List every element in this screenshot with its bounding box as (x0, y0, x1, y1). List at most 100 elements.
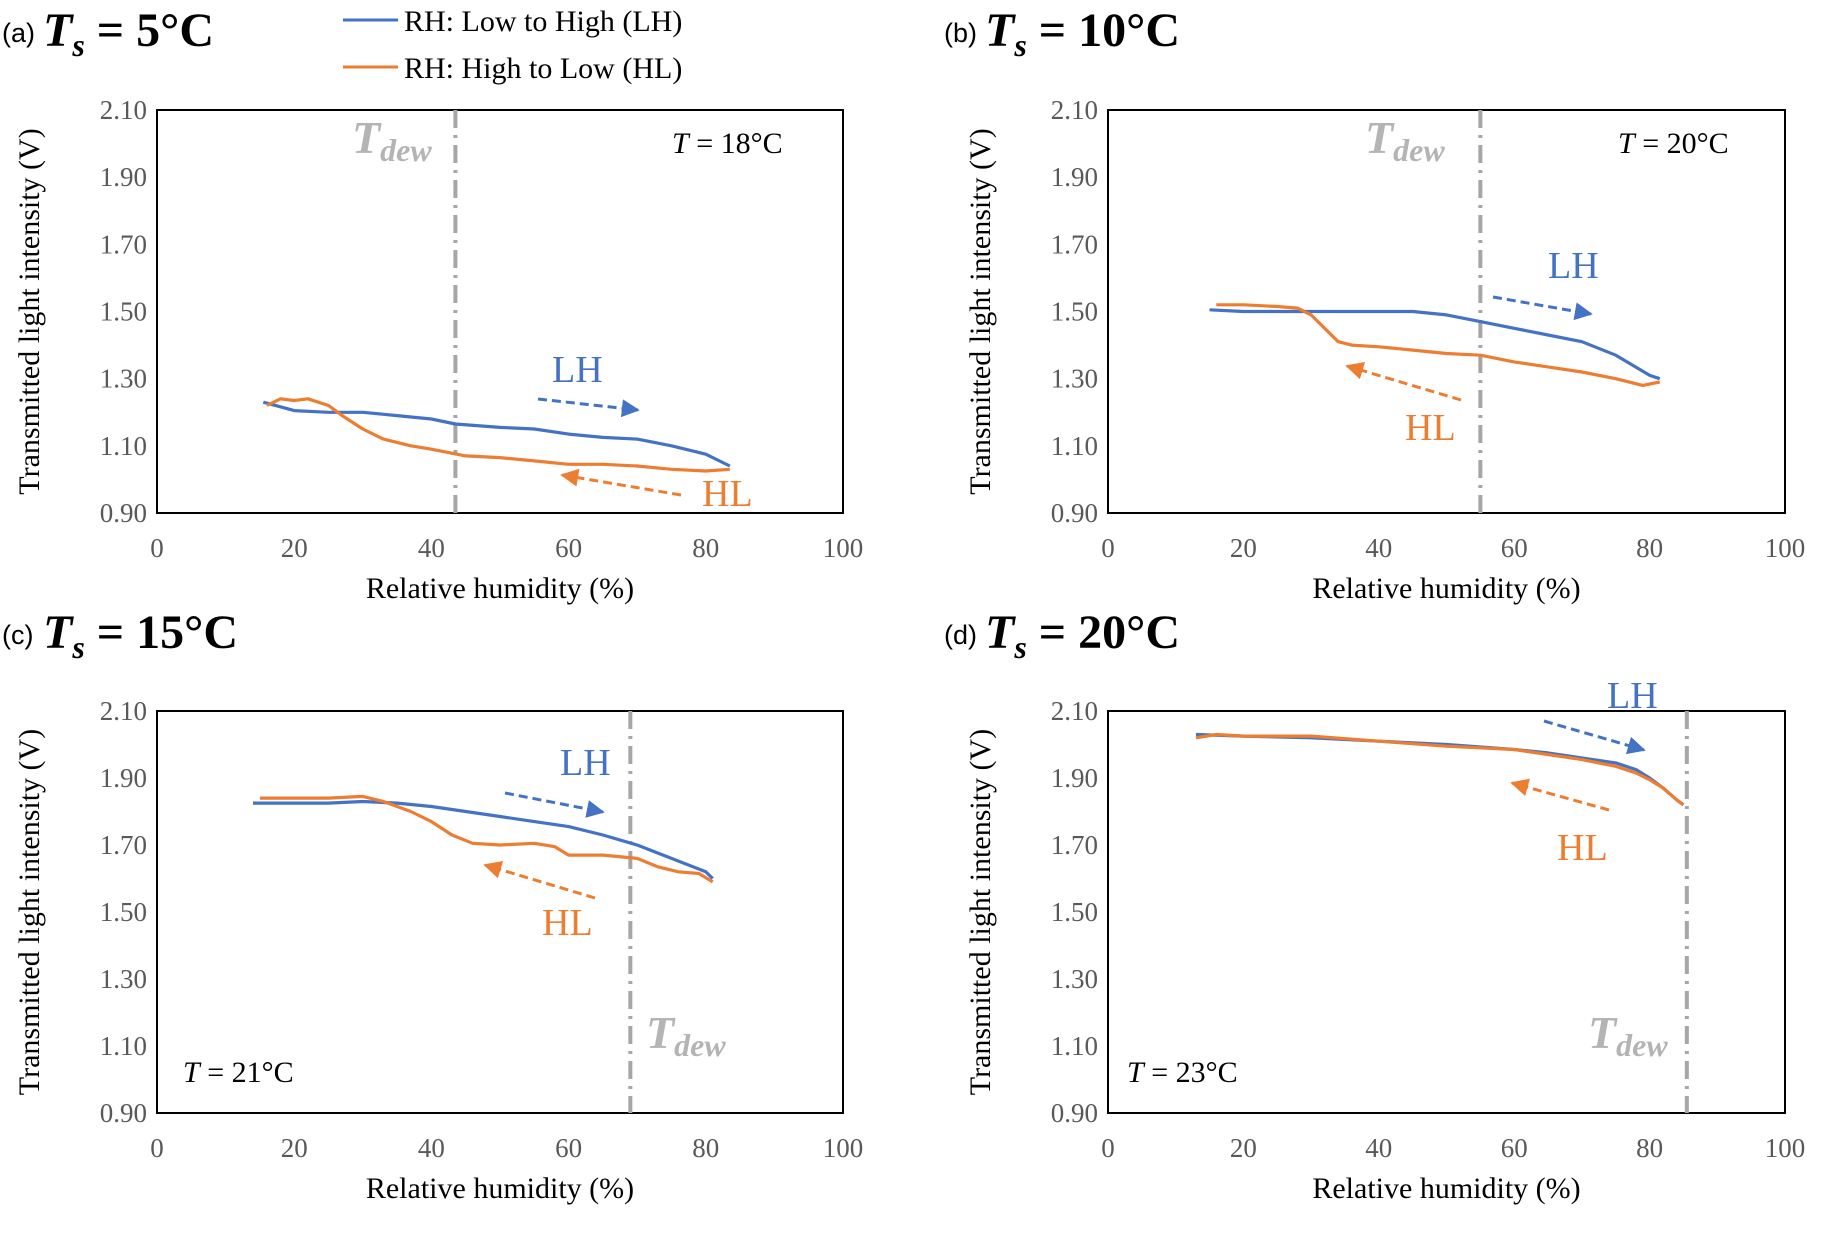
y-tick-label: 2.10 (1051, 95, 1098, 125)
condition-var: T (183, 1056, 202, 1089)
title-sub: s (1013, 629, 1026, 665)
x-tick-label: 100 (823, 1133, 864, 1163)
dew-point-label: Tdew (646, 1007, 726, 1063)
title-var: T (43, 4, 74, 57)
panel-label: (d) (944, 620, 977, 650)
lh-direction-arrow (1492, 295, 1593, 321)
x-tick-label: 20 (281, 533, 308, 563)
x-axis-label: Relative humidity (%) (1312, 1172, 1580, 1205)
hl-annotation: HL (542, 902, 593, 944)
x-tick-label: 40 (1365, 1133, 1392, 1163)
dew-point-label: Tdew (352, 112, 432, 168)
title-sub: s (1013, 27, 1026, 63)
panel-title: Ts = 5°C (43, 4, 214, 63)
condition-label: T = 20°C (1618, 127, 1729, 160)
panel-b: (b) Ts = 10°C 0.90 1.10 1.30 1.50 1.70 1.90 2.10… (944, 4, 1805, 605)
x-tick-label: 80 (692, 533, 719, 563)
x-axis-label: Relative humidity (%) (366, 572, 634, 605)
panel-title: Ts = 15°C (43, 606, 238, 665)
y-tick-label: 1.70 (1051, 229, 1098, 259)
y-tick-label: 1.70 (100, 229, 147, 259)
title-var: T (985, 606, 1016, 659)
legend-label-hl: RH: High to Low (HL) (404, 52, 682, 85)
panel-label: (c) (2, 620, 33, 650)
condition-label: T = 18°C (672, 127, 783, 160)
condition-value: = 21°C (200, 1056, 294, 1089)
panel-a: (a) Ts = 5°C 0.90 1.10 1.30 1.50 1.70 1.90 2.10 0… (2, 4, 863, 605)
x-axis-label: Relative humidity (%) (1312, 572, 1580, 605)
x-tick-label: 40 (418, 533, 445, 563)
condition-value: = 20°C (1635, 127, 1729, 160)
x-tick-label: 60 (555, 1133, 582, 1163)
hl-direction-arrow (1345, 362, 1462, 402)
x-tick-label: 0 (1101, 533, 1115, 563)
x-tick-label: 100 (1765, 533, 1806, 563)
title-value: = 10°C (1027, 4, 1180, 57)
lh-direction-arrow (504, 791, 605, 818)
y-tick-label: 1.70 (100, 830, 147, 860)
condition-label: T = 21°C (183, 1056, 294, 1089)
series-line-lh (253, 799, 714, 880)
x-tick-label: 40 (418, 1133, 445, 1163)
panel-label: (b) (944, 18, 977, 48)
dew-point-label: Tdew (1588, 1007, 1668, 1063)
legend-label-lh: RH: Low to High (LH) (404, 5, 682, 38)
lh-direction-arrow (537, 397, 640, 418)
y-axis-label: Transmitted light intensity (V) (13, 729, 46, 1095)
hl-annotation: HL (1405, 407, 1456, 449)
dew-point-label: Tdew (1365, 112, 1445, 168)
x-tick-label: 0 (150, 1133, 164, 1163)
y-tick-label: 1.90 (100, 763, 147, 793)
dew-label-main: T (646, 1007, 676, 1058)
lh-annotation: LH (1607, 675, 1658, 717)
y-tick-label: 2.10 (100, 95, 147, 125)
dew-label-main: T (352, 112, 382, 163)
x-tick-label: 60 (1501, 533, 1528, 563)
hl-annotation: HL (1557, 827, 1608, 869)
y-tick-label: 1.10 (1051, 1031, 1098, 1061)
condition-var: T (1618, 127, 1637, 160)
x-tick-label: 100 (823, 533, 864, 563)
lh-annotation: LH (552, 349, 603, 391)
series-line-hl (259, 794, 714, 884)
y-tick-label: 1.50 (1051, 897, 1098, 927)
y-tick-label: 0.90 (100, 498, 147, 528)
plot-frame (1107, 109, 1786, 514)
hl-direction-arrow (560, 468, 682, 497)
hl-annotation: HL (702, 473, 753, 515)
y-axis-label: Transmitted light intensity (V) (964, 729, 997, 1095)
panel-d: (d) Ts = 20°C 0.90 1.10 1.30 1.50 1.70 1.90 2.10… (944, 606, 1805, 1205)
title-var: T (43, 606, 74, 659)
x-tick-label: 60 (555, 533, 582, 563)
panel-label: (a) (2, 18, 35, 48)
dew-label-main: T (1588, 1007, 1618, 1058)
y-tick-label: 1.90 (100, 162, 147, 192)
y-tick-label: 1.50 (1051, 297, 1098, 327)
y-tick-label: 1.90 (1051, 763, 1098, 793)
condition-value: = 23°C (1144, 1056, 1238, 1089)
y-tick-label: 1.10 (100, 1031, 147, 1061)
title-sub: s (71, 27, 84, 63)
x-tick-label: 60 (1501, 1133, 1528, 1163)
y-tick-label: 1.50 (100, 297, 147, 327)
panel-title: Ts = 20°C (985, 606, 1180, 665)
title-value: = 20°C (1027, 606, 1180, 659)
y-tick-label: 1.50 (100, 897, 147, 927)
x-tick-label: 20 (281, 1133, 308, 1163)
y-tick-label: 1.30 (100, 964, 147, 994)
title-value: = 5°C (85, 4, 214, 57)
condition-var: T (672, 127, 691, 160)
y-tick-label: 2.10 (1051, 696, 1098, 726)
x-tick-label: 20 (1230, 1133, 1257, 1163)
y-axis-label: Transmitted light intensity (V) (13, 128, 46, 494)
x-tick-label: 80 (692, 1133, 719, 1163)
hl-direction-arrow (1510, 778, 1610, 812)
title-var: T (985, 4, 1016, 57)
x-tick-label: 40 (1365, 533, 1392, 563)
x-tick-label: 80 (1636, 1133, 1663, 1163)
hl-direction-arrow (483, 861, 596, 900)
x-tick-label: 80 (1636, 533, 1663, 563)
x-tick-label: 20 (1230, 533, 1257, 563)
condition-var: T (1127, 1056, 1146, 1089)
